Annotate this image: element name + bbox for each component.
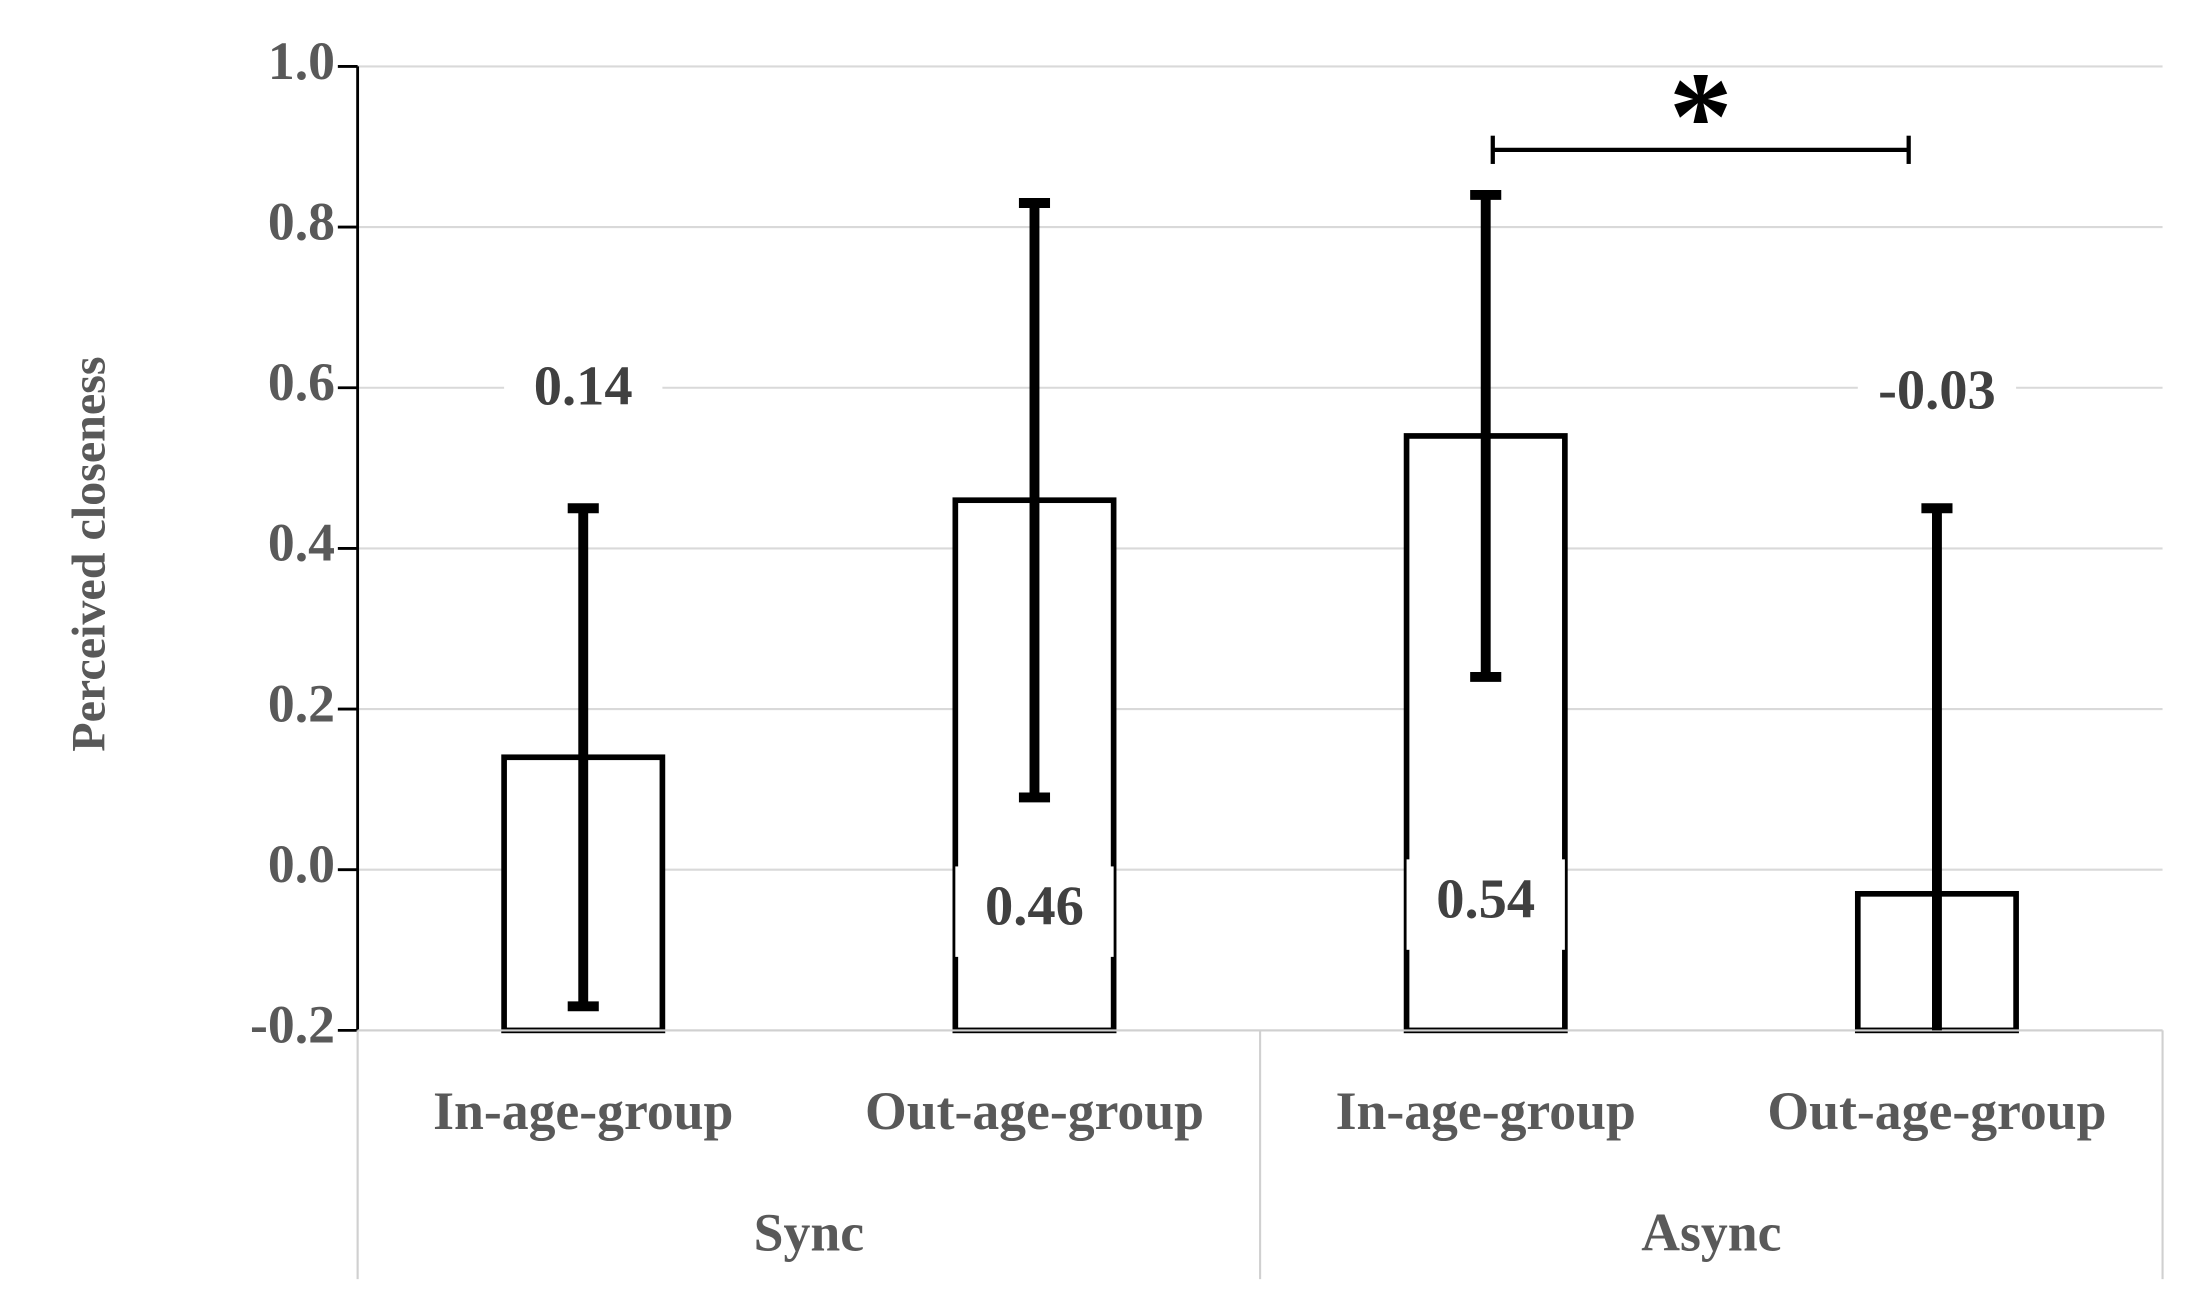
- y-tick-label: 0.8: [268, 191, 335, 251]
- x-tick-label: In-age-group: [433, 1081, 733, 1141]
- x-tick-label: Out-age-group: [865, 1081, 1204, 1141]
- x-tick-label: Out-age-group: [1767, 1081, 2106, 1141]
- value-label: 0.14: [534, 355, 633, 417]
- value-label-bg: [504, 346, 663, 437]
- value-label: -0.03: [1878, 360, 1996, 422]
- value-label-bg: [1857, 350, 2017, 441]
- y-tick-label: 0.0: [268, 834, 335, 894]
- y-tick-label: -0.2: [250, 995, 335, 1055]
- x-tick-label: In-age-group: [1336, 1081, 1636, 1141]
- value-label: 0.54: [1436, 869, 1535, 931]
- y-tick-label: 0.4: [268, 513, 335, 573]
- error-bar: [1018, 198, 1051, 803]
- error-bar: [1921, 503, 1953, 1031]
- error-bar: [1470, 190, 1502, 682]
- y-axis-label: Perceived closeness: [62, 356, 115, 751]
- sig-annotation: *: [1669, 46, 1733, 187]
- y-tick-label: 1.0: [268, 31, 335, 91]
- y-tick-label: 0.6: [268, 352, 335, 412]
- y-tick-label: 0.2: [268, 673, 335, 733]
- value-label-bg: [955, 866, 1114, 957]
- error-bars: [567, 190, 1953, 1031]
- group-label: Sync: [754, 1202, 864, 1262]
- group-label: Async: [1641, 1202, 1781, 1262]
- value-label-bg: [1406, 859, 1565, 950]
- error-bar: [567, 503, 599, 1012]
- value-label: 0.46: [985, 876, 1084, 938]
